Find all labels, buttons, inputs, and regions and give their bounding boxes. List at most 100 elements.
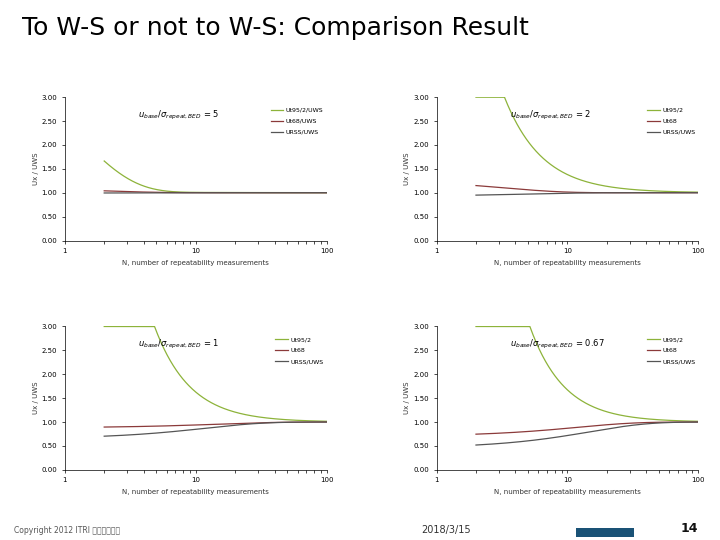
Ut68	[579, 189, 588, 195]
Ut68	[604, 421, 613, 428]
URSS/UWS	[694, 190, 703, 196]
Ut95/2	[579, 178, 588, 184]
Line: Ut68: Ut68	[104, 422, 327, 427]
Ut68	[317, 419, 325, 426]
Ut95/2/UWS	[100, 158, 109, 164]
Line: Ut95/2/UWS: Ut95/2/UWS	[104, 161, 327, 193]
Ut68	[579, 423, 588, 430]
Ut68/UWS	[233, 190, 241, 196]
URSS/UWS	[577, 190, 586, 196]
URSS/UWS	[233, 422, 241, 428]
Ut68/UWS	[205, 190, 214, 196]
Ut95/2	[689, 418, 698, 424]
URSS/UWS	[207, 190, 215, 196]
Ut95/2	[100, 323, 109, 330]
URSS/UWS	[579, 430, 588, 436]
Ut68	[689, 190, 698, 196]
URSS/UWS	[220, 190, 229, 196]
Ut68/UWS	[323, 190, 331, 196]
Ut95/2	[577, 177, 586, 184]
Ut68/UWS	[302, 190, 310, 196]
Ut95/2	[472, 94, 480, 100]
Ut95/2	[654, 188, 662, 194]
URSS/UWS	[592, 190, 600, 196]
URSS/UWS	[233, 190, 241, 196]
Ut95/2	[317, 418, 325, 424]
URSS/UWS	[604, 426, 613, 432]
Ut68	[205, 421, 214, 428]
Text: Copyright 2012 ITRI 業技術研究院: Copyright 2012 ITRI 業技術研究院	[14, 525, 120, 535]
Ut95/2/UWS	[205, 189, 214, 195]
Text: $\it{u}_{base}/\it{\sigma}_{repeat,BED}$ = 5: $\it{u}_{base}/\it{\sigma}_{repeat,BED}$…	[138, 109, 220, 122]
URSS/UWS	[220, 423, 229, 429]
Ut95/2/UWS	[233, 190, 241, 196]
Ut95/2	[472, 323, 480, 330]
Ut68	[592, 422, 600, 429]
Ut95/2	[654, 416, 662, 423]
Ut68	[207, 421, 215, 428]
URSS/UWS	[100, 190, 109, 196]
Ut68	[689, 419, 698, 426]
Ut95/2/UWS	[282, 190, 291, 196]
Line: URSS/UWS: URSS/UWS	[476, 193, 698, 195]
Ut68	[694, 190, 703, 196]
URSS/UWS	[205, 190, 214, 196]
URSS/UWS	[654, 420, 662, 426]
Ut68	[694, 419, 703, 426]
Line: Ut68: Ut68	[476, 422, 698, 434]
Y-axis label: Ux / UWS: Ux / UWS	[32, 382, 39, 414]
Ut95/2	[207, 400, 215, 406]
Ut68	[654, 419, 662, 426]
URSS/UWS	[604, 190, 613, 196]
Ut68/UWS	[207, 190, 215, 196]
URSS/UWS	[282, 190, 291, 196]
Ut95/2	[604, 409, 613, 415]
Line: URSS/UWS: URSS/UWS	[476, 422, 698, 445]
Ut68/UWS	[220, 190, 229, 196]
Line: URSS/UWS: URSS/UWS	[104, 422, 327, 436]
Text: 14: 14	[681, 522, 698, 535]
Ut95/2	[205, 399, 214, 405]
URSS/UWS	[654, 190, 662, 196]
Ut95/2	[577, 397, 586, 404]
URSS/UWS	[323, 190, 331, 196]
Ut95/2	[282, 416, 291, 423]
Legend: Ut95/2/UWS, Ut68/UWS, URSS/UWS: Ut95/2/UWS, Ut68/UWS, URSS/UWS	[271, 107, 323, 135]
Ut95/2	[592, 405, 600, 411]
Ut95/2	[323, 418, 331, 424]
URSS/UWS	[317, 419, 325, 426]
Legend: Ut95/2, Ut68, URSS/UWS: Ut95/2, Ut68, URSS/UWS	[275, 337, 323, 364]
Ut68	[592, 190, 600, 196]
Text: 2018/3/15: 2018/3/15	[422, 524, 471, 535]
Text: $\it{u}_{base}/\it{\sigma}_{repeat,BED}$ = 0.67: $\it{u}_{base}/\it{\sigma}_{repeat,BED}$…	[510, 338, 605, 351]
Line: Ut95/2: Ut95/2	[476, 97, 698, 192]
Ut68	[577, 424, 586, 430]
Text: $\it{u}_{base}/\it{\sigma}_{repeat,BED}$ = 2: $\it{u}_{base}/\it{\sigma}_{repeat,BED}$…	[510, 109, 591, 122]
Y-axis label: Ux / UWS: Ux / UWS	[32, 153, 39, 185]
Ut95/2/UWS	[220, 189, 229, 195]
URSS/UWS	[205, 424, 214, 431]
Ut95/2/UWS	[317, 190, 325, 196]
Ut95/2/UWS	[207, 189, 215, 195]
Text: To W-S or not to W-S: Comparison Result: To W-S or not to W-S: Comparison Result	[22, 16, 528, 40]
Ut95/2	[694, 418, 703, 424]
Legend: Ut95/2, Ut68, URSS/UWS: Ut95/2, Ut68, URSS/UWS	[647, 107, 696, 135]
Line: Ut68: Ut68	[476, 186, 698, 193]
URSS/UWS	[207, 424, 215, 431]
Y-axis label: Ux / UWS: Ux / UWS	[405, 382, 410, 414]
Ut68/UWS	[282, 190, 291, 196]
URSS/UWS	[472, 442, 480, 448]
URSS/UWS	[323, 419, 331, 426]
Ut68/UWS	[318, 190, 326, 196]
Ut68	[604, 190, 613, 196]
URSS/UWS	[579, 190, 588, 196]
URSS/UWS	[282, 419, 291, 426]
Ut68	[282, 419, 291, 426]
URSS/UWS	[694, 419, 703, 426]
X-axis label: N, number of repeatability measurements: N, number of repeatability measurements	[122, 260, 269, 266]
Ut95/2	[604, 184, 613, 190]
Ut95/2/UWS	[323, 190, 331, 196]
Ut68	[654, 190, 662, 196]
URSS/UWS	[689, 190, 698, 196]
Ut68	[323, 419, 331, 426]
